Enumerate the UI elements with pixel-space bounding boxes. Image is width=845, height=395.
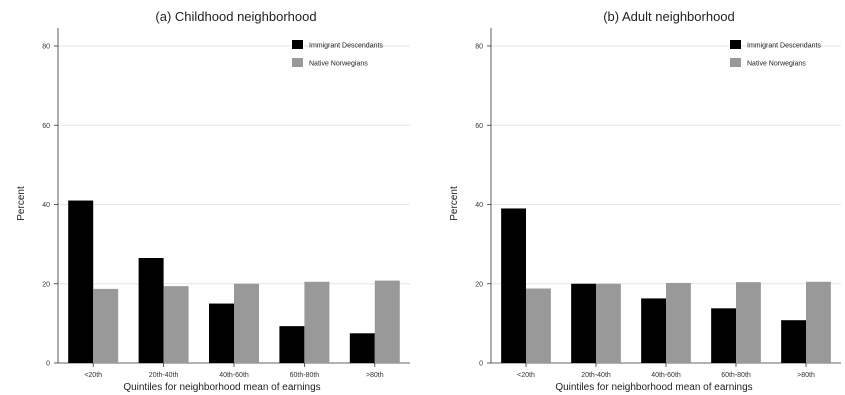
y-tick-label: 40 — [42, 202, 50, 209]
x-tick-label: 60th-80th — [290, 372, 320, 379]
bar-native — [93, 288, 119, 363]
chart-panel-a: 0 20 40 60 80 <20th 20th-40th 40th-60th 60th-80t… — [16, 9, 414, 393]
bar-immigrant — [68, 200, 94, 363]
bar-immigrant — [209, 303, 234, 363]
bar-immigrant — [349, 333, 375, 363]
x-tick-label: 40th-60th — [219, 372, 249, 379]
bar-immigrant — [571, 283, 596, 363]
y-tick-label: 20 — [42, 281, 50, 288]
chart-title: (a) Childhood neighborhood — [155, 9, 316, 24]
bar-immigrant — [641, 298, 666, 363]
bar-immigrant — [501, 208, 526, 363]
x-tick-label: >80th — [797, 372, 815, 379]
bar-native — [374, 280, 400, 363]
bar-native — [666, 282, 691, 363]
x-tick-label: 20th-40th — [581, 372, 611, 379]
y-tick-label: 60 — [475, 123, 483, 130]
x-tick-label: 20th-40th — [149, 372, 179, 379]
bar-native — [234, 283, 259, 363]
legend: Immigrant Descendants Native Norwegians — [292, 40, 383, 68]
bar-native — [806, 281, 831, 363]
legend-label: Immigrant Descendants — [747, 43, 821, 50]
x-tick-label: <20th — [84, 372, 102, 379]
bar-native — [526, 288, 551, 363]
legend-swatch-native — [292, 58, 303, 67]
chart-panel-b: 0 20 40 60 80 <20th 20th-40th 40th-60th 60th-80t… — [449, 9, 845, 393]
x-tick-label: 40th-60th — [651, 372, 681, 379]
y-tick-label: 60 — [42, 123, 50, 130]
x-axis-label: Quintiles for neighborhood mean of earni… — [123, 382, 320, 393]
x-axis-label: Quintiles for neighborhood mean of earni… — [555, 382, 752, 393]
bar-native — [163, 286, 189, 363]
chart-title: (b) Adult neighborhood — [603, 9, 735, 24]
bar-immigrant — [279, 326, 305, 363]
y-tick-label: 0 — [479, 361, 483, 368]
x-tick-label: >80th — [366, 372, 384, 379]
y-tick-label: 40 — [475, 202, 483, 209]
bar-immigrant — [711, 308, 736, 363]
bar-native — [596, 283, 621, 363]
y-tick-label: 0 — [46, 361, 50, 368]
legend-label: Native Norwegians — [747, 61, 806, 68]
y-tick-label: 80 — [42, 44, 50, 51]
legend-swatch-immigrant — [292, 40, 303, 49]
legend-swatch-native — [730, 58, 741, 67]
bar-immigrant — [781, 320, 806, 363]
x-tick-label: <20th — [517, 372, 535, 379]
x-tick-label: 60th-80th — [721, 372, 751, 379]
legend-label: Native Norwegians — [309, 61, 368, 68]
y-tick-label: 20 — [475, 281, 483, 288]
bar-native — [736, 282, 761, 363]
bar-native — [304, 281, 330, 363]
legend-label: Immigrant Descendants — [309, 43, 383, 50]
bar-immigrant — [138, 257, 164, 363]
y-axis-label: Percent — [449, 186, 460, 221]
y-axis-label: Percent — [16, 186, 27, 221]
legend: Immigrant Descendants Native Norwegians — [730, 40, 821, 68]
legend-swatch-immigrant — [730, 40, 741, 49]
y-tick-label: 80 — [475, 44, 483, 51]
